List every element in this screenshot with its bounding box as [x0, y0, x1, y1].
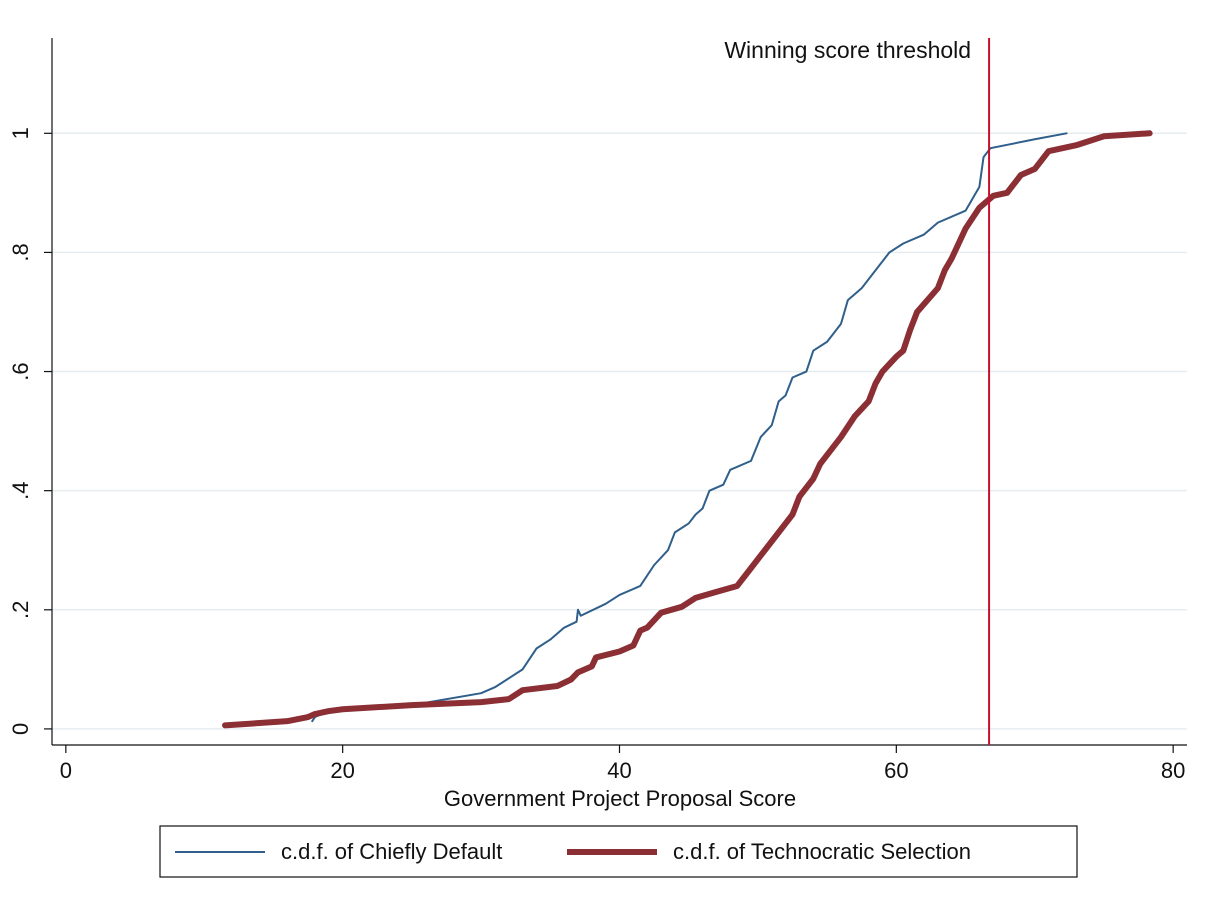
y-tick-label: .8 [8, 243, 33, 261]
cdf-line [311, 132, 1068, 723]
x-axis-title: Government Project Proposal Score [444, 786, 796, 811]
legend-label: c.d.f. of Chiefly Default [281, 839, 502, 864]
y-tick-label: .4 [8, 481, 33, 499]
x-tick-label: 60 [884, 758, 908, 783]
x-tick-label: 20 [330, 758, 354, 783]
y-tick-label: .6 [8, 362, 33, 380]
x-tick-label: 80 [1161, 758, 1185, 783]
legend-label: c.d.f. of Technocratic Selection [673, 839, 971, 864]
y-tick-label: 1 [8, 127, 33, 139]
x-tick-label: 0 [60, 758, 72, 783]
legend-box [159, 825, 1078, 878]
y-tick-label: 0 [8, 723, 33, 735]
y-tick-label: .2 [8, 601, 33, 619]
x-tick-label: 40 [607, 758, 631, 783]
threshold-label: Winning score threshold [724, 37, 971, 63]
cdf-line [222, 130, 1153, 729]
